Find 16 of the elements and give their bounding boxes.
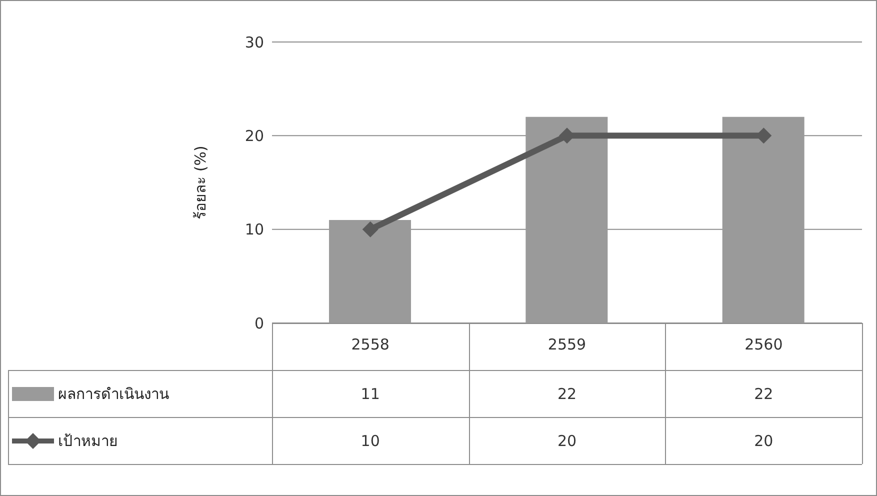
data-label: 20 — [753, 430, 774, 452]
y-tick-label: 0 — [254, 314, 264, 332]
data-label: 20 — [556, 430, 578, 452]
y-tick-label: 20 — [244, 126, 264, 145]
x-tick-label: 2558 — [351, 336, 390, 354]
data-label: 10 — [360, 430, 381, 452]
y-tick-label: 10 — [244, 220, 264, 239]
y-tick-label: 30 — [244, 33, 264, 52]
y-axis-title: ร้อยละ (%) — [191, 146, 210, 220]
data-label: 22 — [753, 384, 774, 404]
x-tick-label: 2559 — [548, 336, 586, 354]
data-label: 11 — [360, 384, 381, 404]
legend-label: เป้าหมาย — [58, 430, 118, 452]
x-tick-label: 2560 — [744, 336, 783, 354]
data-label: 22 — [556, 384, 578, 404]
legend-label: ผลการดำเนินงาน — [58, 384, 169, 404]
